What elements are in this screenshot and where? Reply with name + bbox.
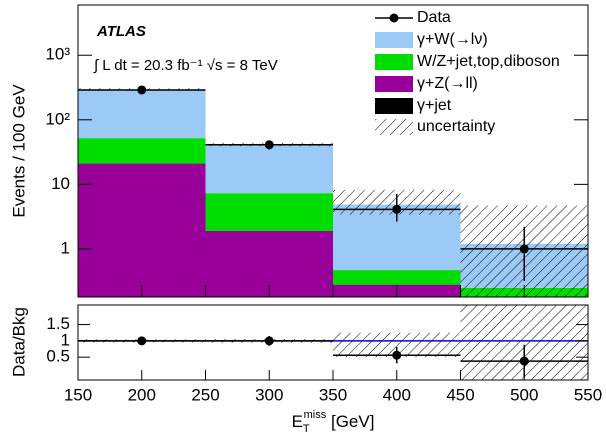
bar-segment (78, 138, 206, 164)
x-tick-label: 550 (574, 385, 602, 404)
y-tick-label: 1 (61, 238, 70, 257)
data-point (392, 204, 402, 214)
y-tick-label: 1 (61, 330, 70, 349)
bar-segment (205, 193, 333, 231)
data-point (392, 350, 402, 360)
y-tick-label: 10 (51, 174, 70, 193)
legend-label: Data (417, 9, 451, 26)
main-frame (77, 4, 589, 298)
legend-label: W/Z+jet,top,diboson (417, 53, 560, 70)
legend-swatch (389, 13, 399, 23)
legend-label: γ+Z(→ll) (417, 75, 478, 92)
x-tick-label: 450 (446, 385, 474, 404)
x-label-sub: T (303, 423, 310, 435)
x-tick-label: 250 (191, 385, 219, 404)
legend-label: γ+jet (417, 97, 452, 114)
legend-swatch (375, 32, 413, 48)
main-plot (78, 85, 588, 297)
lumi-label: ∫ L dt = 20.3 fb⁻¹ √s = 8 TeV (93, 57, 278, 74)
x-tick-label: 300 (255, 385, 283, 404)
ratio-plot (78, 305, 588, 380)
x-tick-label: 150 (64, 385, 92, 404)
data-point (137, 85, 147, 95)
x-label-unit: [GeV] (326, 412, 374, 431)
x-tick-label: 350 (319, 385, 347, 404)
legend-label: γ+W(→lν) (417, 31, 488, 48)
y-tick-label: 10² (45, 109, 70, 128)
x-label-sup: miss (304, 409, 327, 421)
ratio-frame (77, 304, 589, 381)
y-tick-label: 1.5 (46, 314, 70, 333)
y-tick-label: 10³ (45, 45, 70, 64)
legend-swatch (375, 76, 413, 92)
x-tick-label: 200 (128, 385, 156, 404)
x-tick-label: 400 (383, 385, 411, 404)
legend-swatch (375, 119, 413, 135)
y-tick-label: 0.5 (46, 347, 70, 366)
bar-segment (78, 89, 206, 139)
ratio-y-label: Data/Bkg (9, 307, 28, 377)
y-axis-label: Events / 100 GeV (9, 84, 28, 218)
x-label-main: E (292, 412, 303, 431)
legend-swatch (375, 54, 413, 70)
data-point (264, 140, 274, 150)
bar-segment (78, 163, 206, 297)
legend-label: uncertainty (417, 118, 495, 135)
data-point (137, 336, 147, 346)
overlay: 1 10 10² 10³ Data γ+W(→lν) W/Z+jet,top,diboson… (45, 9, 602, 404)
bar-segment (333, 270, 461, 285)
data-point (519, 244, 529, 254)
data-point (519, 356, 529, 366)
bar-segment (205, 144, 333, 194)
x-axis-label: ETmiss [GeV] (292, 409, 375, 435)
x-tick-label: 500 (510, 385, 538, 404)
data-point (264, 336, 274, 346)
legend-swatch (375, 98, 413, 114)
atlas-label: ATLAS (96, 23, 146, 40)
